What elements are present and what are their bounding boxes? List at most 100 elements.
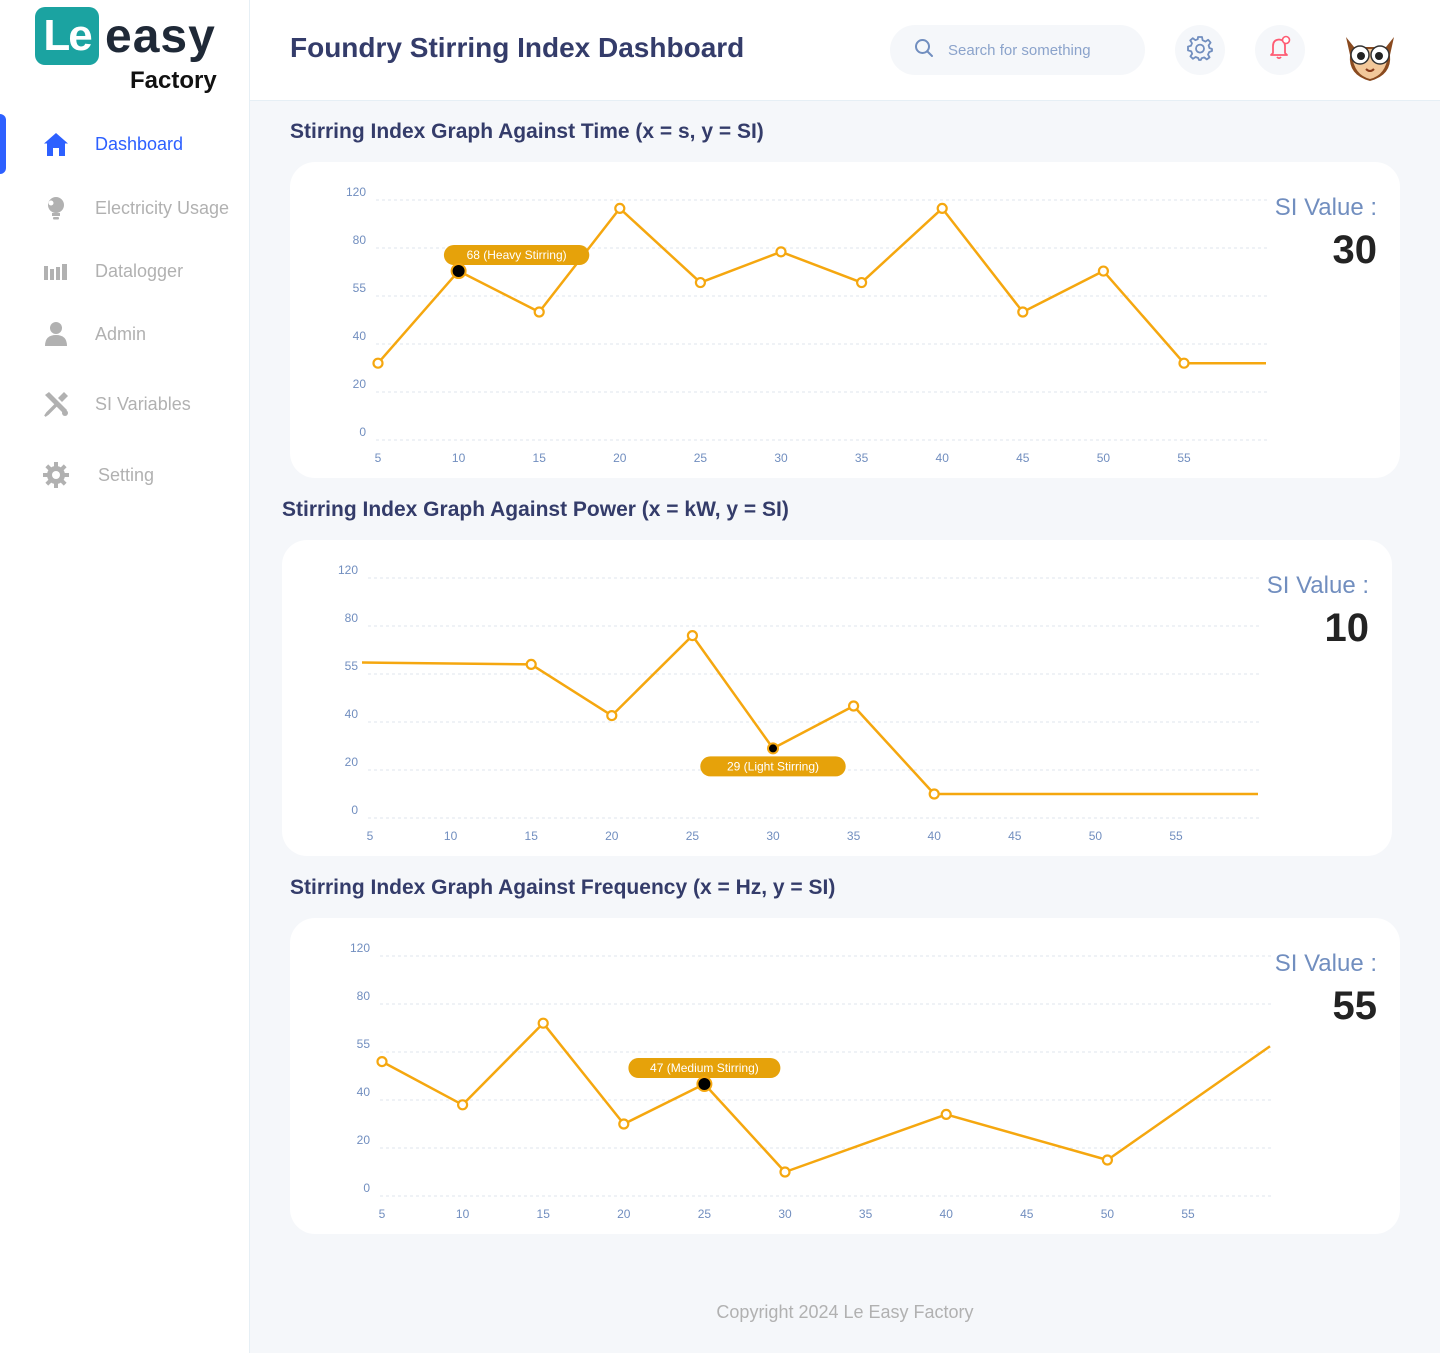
search-bar[interactable] [890,25,1145,75]
x-tick-label: 30 [766,829,780,843]
data-point[interactable] [936,202,948,215]
x-tick-label: 25 [686,829,700,843]
si-value: 55 [1332,984,1378,1028]
x-tick-label: 50 [1097,451,1111,465]
y-tick-label: 80 [353,233,367,247]
active-nav-indicator [0,114,6,174]
data-point[interactable] [855,276,868,289]
x-tick-label: 35 [855,451,869,465]
data-point[interactable] [376,1056,388,1068]
sidebar: Le easy Factory Dashboard Electricity Us… [0,0,250,1353]
x-tick-label: 20 [613,451,627,465]
sidebar-item-label: Dashboard [95,133,184,154]
y-tick-label: 80 [345,611,359,625]
notification-button[interactable] [1255,25,1305,75]
y-tick-label: 40 [345,707,359,721]
data-point[interactable] [694,276,706,289]
sidebar-item-label: Electricity Usage [95,197,230,218]
x-tick-label: 30 [774,451,788,465]
sidebar-item-dashboard[interactable]: Dashboard [40,124,183,164]
series-line [361,634,1258,796]
settings-button[interactable] [1175,25,1225,75]
x-tick-label: 10 [452,451,466,465]
avatar[interactable] [1340,25,1400,85]
x-tick-label: 5 [375,451,382,465]
y-tick-label: 0 [359,425,366,439]
chart-time: 0 20 40 55 80 120 5 10 15 20 25 30 35 40 45 50 55 68 (Hea… [346,185,1268,465]
x-tick-label: 50 [1101,1207,1115,1221]
highlighted-point[interactable] [450,263,467,280]
sidebar-item-label: Admin [95,323,147,344]
data-point[interactable] [779,1166,791,1178]
x-tick-label: 25 [698,1207,712,1221]
chart-card-time: 0 20 40 55 80 120 5 10 15 20 25 30 35 40 45 50 55 68 (Hea… [290,162,1400,478]
sidebar-item-setting[interactable]: Setting [40,455,154,495]
data-point[interactable] [1101,1154,1114,1166]
sidebar-item-label: SI Variables [95,393,191,414]
search-input[interactable] [948,41,1128,59]
data-point[interactable] [1017,306,1029,318]
x-tick-label: 35 [847,829,861,843]
x-tick-label: 10 [456,1207,470,1221]
chart-power: 0 20 40 55 80 120 5 10 15 20 25 30 35 40 45 50 55 29 (Lig… [338,563,1260,843]
x-tick-label: 10 [444,829,458,843]
home-icon [40,128,72,160]
x-tick-label: 25 [694,451,708,465]
data-point[interactable] [533,306,545,318]
sidebar-item-datalogger[interactable]: Datalogger [40,251,183,291]
tooltip-bubble [700,756,846,777]
data-point[interactable] [1097,265,1110,277]
y-tick-label: 20 [345,755,359,769]
data-point[interactable] [614,202,626,215]
y-tick-label: 0 [351,803,358,817]
settings-icon [1187,35,1213,66]
x-tick-label: 20 [605,829,619,843]
y-tick-label: 20 [353,377,367,391]
y-tick-label: 120 [346,185,366,199]
sidebar-item-label: Setting [98,464,155,485]
section-title-power: Stirring Index Graph Against Power (x = … [282,498,789,521]
highlighted-point[interactable] [696,1076,713,1092]
y-tick-label: 120 [350,941,370,955]
y-tick-label: 120 [338,563,358,577]
user-icon [40,318,72,350]
y-tick-label: 55 [357,1037,371,1051]
data-point[interactable] [775,246,787,258]
x-tick-label: 15 [525,829,539,843]
x-tick-label: 40 [928,829,942,843]
data-point[interactable] [537,1017,549,1029]
data-point[interactable] [940,1108,952,1120]
sidebar-item-si-variables[interactable]: SI Variables [40,384,191,424]
si-value: 30 [1332,228,1378,272]
data-point[interactable] [1178,357,1190,369]
x-tick-label: 35 [859,1207,873,1221]
logo[interactable]: Le easy Factory [35,7,225,97]
x-tick-label: 40 [940,1207,954,1221]
tooltip-label: 68 (Heavy Stirring) [467,248,567,262]
y-tick-label: 55 [345,659,359,673]
data-point[interactable] [457,1099,469,1111]
data-point[interactable] [606,710,618,722]
si-label: SI Value : [1274,194,1377,221]
x-tick-label: 40 [936,451,950,465]
data-point[interactable] [525,658,537,671]
data-point[interactable] [928,788,940,800]
x-tick-label: 55 [1181,1207,1195,1221]
logo-word: easy [105,10,216,63]
data-point[interactable] [847,700,860,712]
highlighted-point[interactable] [767,742,779,755]
avatar-image [1340,25,1400,85]
sidebar-item-admin[interactable]: Admin [40,314,146,354]
sidebar-item-electricity-usage[interactable]: Electricity Usage [40,188,229,228]
data-point[interactable] [618,1118,630,1130]
lightbulb-icon [40,192,72,224]
logo-mark: Le [35,7,99,65]
sidebar-item-label: Datalogger [95,260,184,281]
chart-card-frequency: 0 20 40 55 80 120 5 10 15 20 25 30 35 40 45 50 55 47 (Med… [290,918,1400,1234]
bar-chart-icon [40,255,72,287]
data-point[interactable] [372,357,384,369]
data-point[interactable] [686,629,698,642]
gear-icon [40,459,72,491]
si-label: SI Value : [1266,572,1369,599]
x-tick-label: 20 [617,1207,631,1221]
